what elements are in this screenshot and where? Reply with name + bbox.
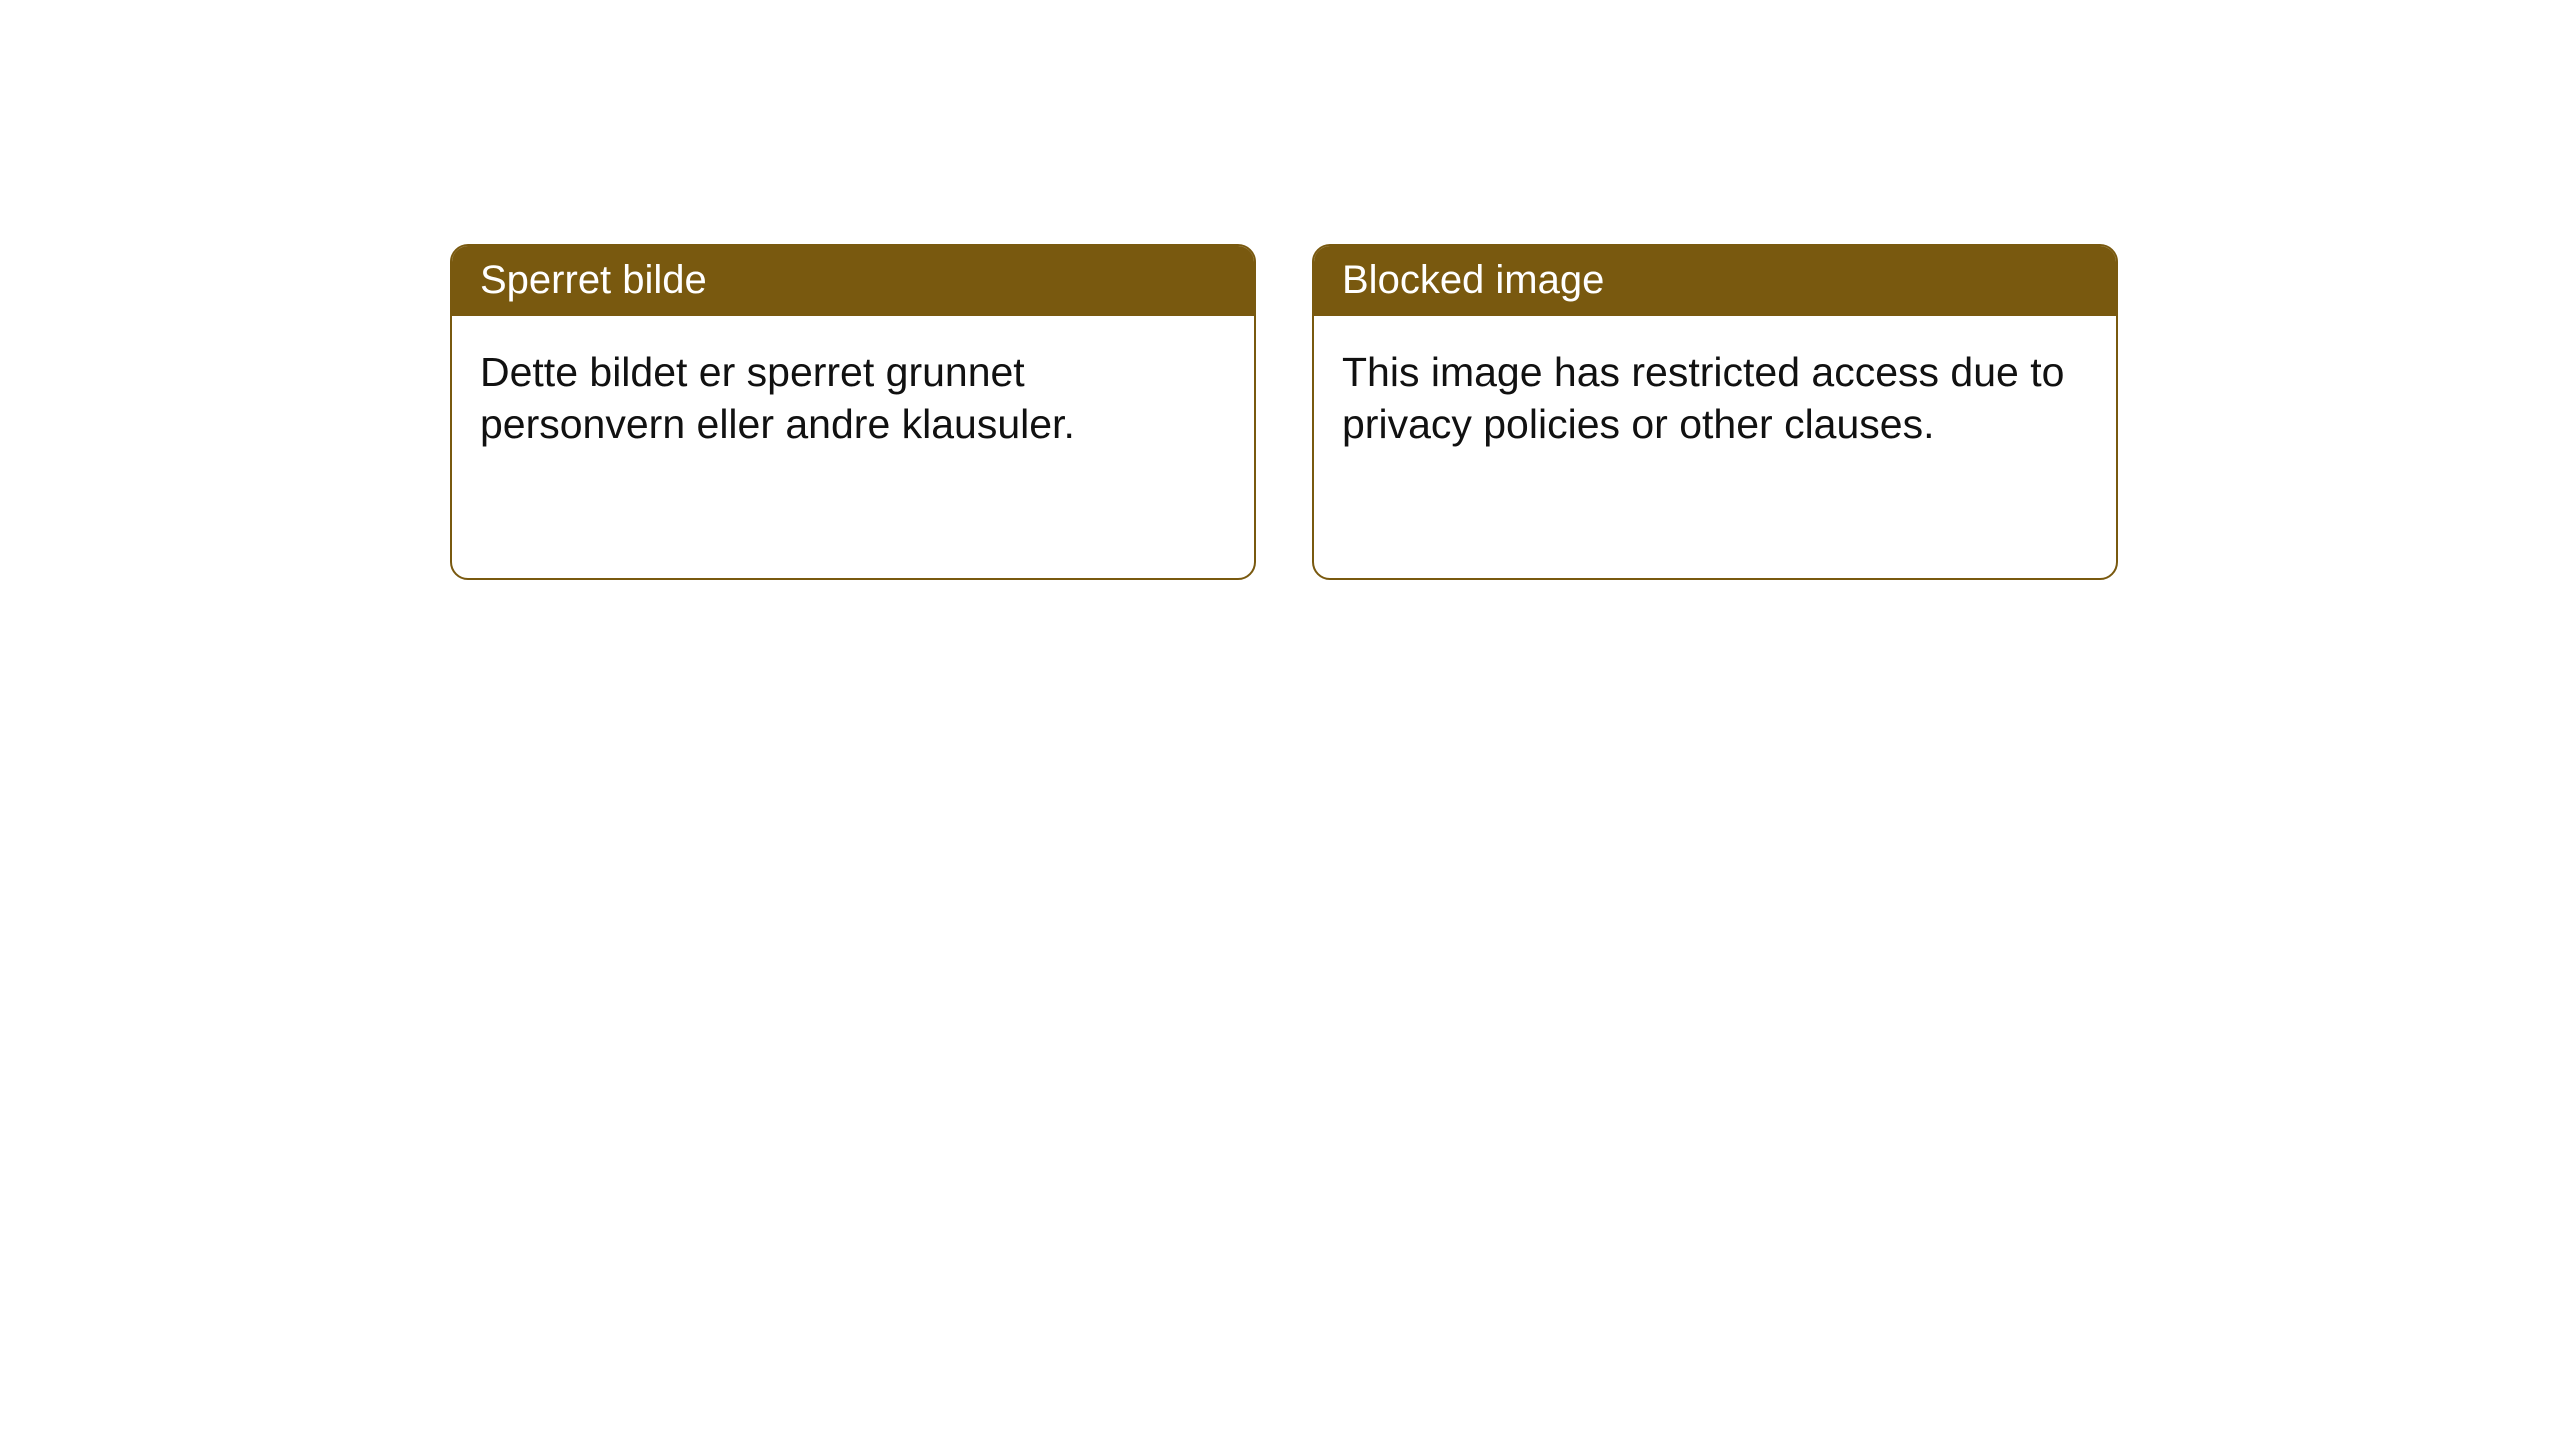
notice-card-norwegian: Sperret bilde Dette bildet er sperret gr… <box>450 244 1256 580</box>
notice-cards-row: Sperret bilde Dette bildet er sperret gr… <box>0 0 2560 580</box>
card-title: Blocked image <box>1314 246 2116 316</box>
card-body-text: Dette bildet er sperret grunnet personve… <box>452 316 1254 481</box>
notice-card-english: Blocked image This image has restricted … <box>1312 244 2118 580</box>
card-title: Sperret bilde <box>452 246 1254 316</box>
card-body-text: This image has restricted access due to … <box>1314 316 2116 481</box>
